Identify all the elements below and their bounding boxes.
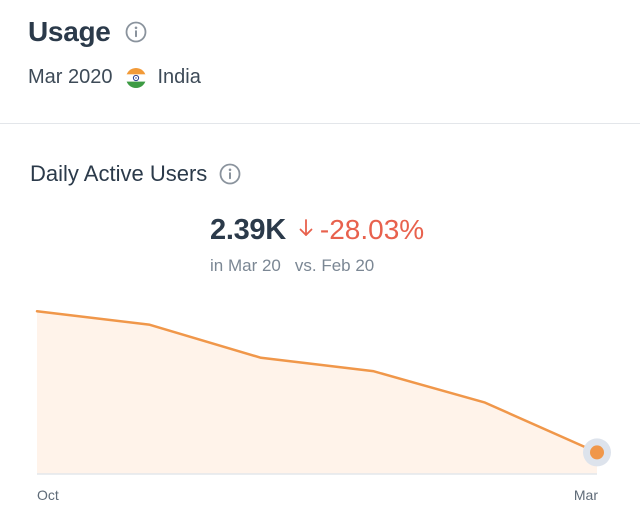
chart-area-fill <box>37 311 597 474</box>
comparison-row: in Mar 20 vs. Feb 20 <box>210 256 374 276</box>
x-tick-label-mar: Mar <box>574 487 598 503</box>
period-label: Mar 2020 <box>28 66 113 88</box>
period-compare-label: in Mar 20 <box>210 256 281 275</box>
usage-header: Usage Mar 2020 India <box>0 0 640 124</box>
title-row: Usage <box>28 16 147 48</box>
country-label: India <box>157 66 201 88</box>
metric-row: 2.39K -28.03% <box>210 214 424 247</box>
delta-value: -28.03% <box>319 214 425 245</box>
dau-chart: Oct Mar <box>0 300 640 517</box>
india-flag-icon <box>125 67 147 89</box>
series-line <box>35 310 599 454</box>
card-title: Daily Active Users <box>30 161 208 186</box>
info-circle-icon[interactable] <box>219 163 241 185</box>
period-country-row: Mar 2020 India <box>28 66 201 89</box>
arrow-down-icon <box>298 217 314 239</box>
card-title-row: Daily Active Users <box>30 161 241 187</box>
comparison-label: vs. Feb 20 <box>294 256 375 275</box>
dau-area-chart: Oct Mar <box>35 310 611 503</box>
x-tick-label-oct: Oct <box>37 487 59 503</box>
info-circle-icon[interactable] <box>125 21 147 43</box>
page-title: Usage <box>28 16 111 47</box>
data-point-mar <box>590 445 604 460</box>
metric-value: 2.39K <box>210 214 286 246</box>
